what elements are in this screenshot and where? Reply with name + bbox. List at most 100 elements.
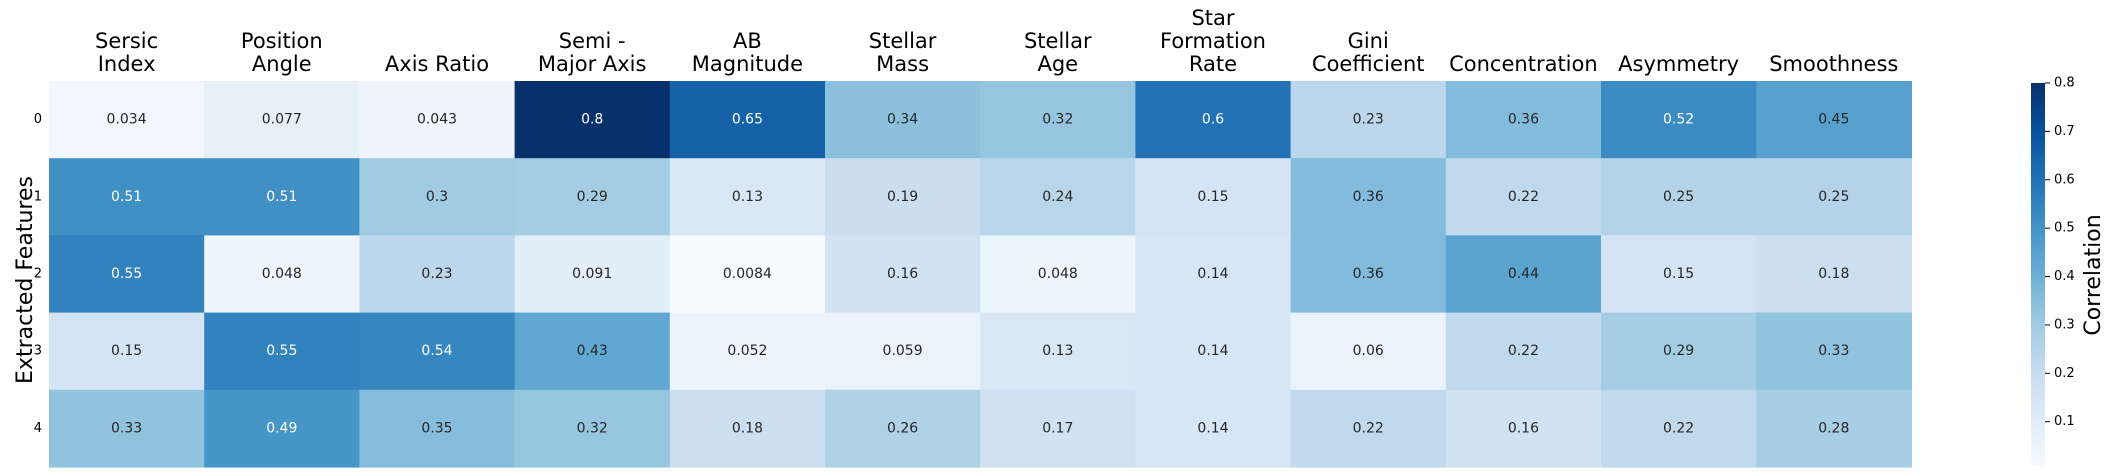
heatmap-cell (1290, 235, 1447, 314)
cell-value-label: 0.14 (1197, 420, 1228, 436)
colorbar-tick-label: 0.2 (2054, 366, 2075, 381)
cell-value-label: 0.32 (577, 420, 608, 436)
cell-value-label: 0.36 (1353, 189, 1384, 205)
colorbar: 0.1 0.2 0.3 0.4 0.5 0.6 0.7 0.8 Correlation (2031, 76, 2106, 466)
colorbar-tick-label: 0.7 (2054, 124, 2075, 139)
cell-value-label: 0.048 (1038, 266, 1078, 282)
column-label: Smoothness (1769, 52, 1898, 76)
cell-value-label: 0.45 (1818, 112, 1849, 128)
heatmap-cell (825, 312, 981, 391)
heatmap-cell (1601, 389, 1757, 468)
cell-value-label: 0.32 (1042, 112, 1073, 128)
heatmap-cell (204, 389, 360, 468)
cell-value-label: 0.8 (581, 112, 603, 128)
colorbar-tick-label: 0.1 (2054, 414, 2075, 429)
cell-value-label: 0.091 (572, 266, 612, 282)
column-label: AB Magnitude (692, 29, 803, 76)
cell-value-label: 0.51 (111, 189, 142, 205)
heatmap-cell (1756, 235, 1912, 314)
heatmap-cell (49, 312, 205, 391)
heatmap-cell (669, 389, 826, 468)
column-label: Axis Ratio (385, 52, 489, 76)
cell-value-label: 0.077 (262, 112, 302, 128)
heatmap-cell (359, 81, 516, 159)
cell-value-label: 0.052 (727, 343, 767, 359)
row-labels: 0 1 2 3 4 (34, 112, 42, 436)
heatmap-cell (1135, 235, 1292, 314)
cell-value-label: 0.22 (1663, 420, 1694, 436)
cell-value-label: 0.33 (1818, 343, 1849, 359)
column-label: Stellar Age (1024, 29, 1092, 76)
heatmap-cell (980, 235, 1136, 314)
heatmap-cell (1756, 158, 1912, 236)
row-label: 3 (34, 344, 42, 359)
column-labels: Sersic Index Position Angle Axis Ratio Semi -… (95, 6, 1898, 76)
colorbar-tick-label: 0.4 (2054, 269, 2075, 284)
heatmap-cell (1290, 389, 1447, 468)
heatmap-cell (669, 81, 826, 159)
cell-value-label: 0.23 (421, 266, 452, 282)
heatmap-cell (204, 312, 360, 391)
heatmap-cell (204, 81, 360, 159)
column-label: Semi -Major Axis (538, 29, 647, 76)
heatmap-cell (669, 235, 826, 314)
cell-value-label: 0.19 (887, 189, 918, 205)
cell-value-label: 0.52 (1663, 112, 1694, 128)
heatmap-grid (49, 81, 1912, 468)
row-label: 2 (34, 267, 42, 282)
cell-value-label: 0.34 (887, 112, 918, 128)
cell-value-label: 0.54 (421, 343, 452, 359)
heatmap-cell (980, 81, 1136, 159)
heatmap-cell (204, 235, 360, 314)
heatmap-cell (514, 389, 671, 468)
heatmap-cell (1756, 312, 1912, 391)
heatmap-cell (1756, 389, 1912, 468)
heatmap-cell (1445, 235, 1602, 314)
cell-value-label: 0.14 (1197, 343, 1228, 359)
cell-value-label: 0.26 (887, 420, 918, 436)
heatmap-cell (204, 158, 360, 236)
heatmap-cell (1290, 312, 1447, 391)
cell-value-label: 0.13 (1042, 343, 1073, 359)
heatmap-cell (359, 158, 516, 236)
cell-value-label: 0.14 (1197, 266, 1228, 282)
colorbar-tick-label: 0.8 (2054, 76, 2075, 91)
heatmap-cell (1135, 81, 1292, 159)
cell-value-label: 0.22 (1508, 189, 1539, 205)
cell-value-label: 0.06 (1353, 343, 1384, 359)
heatmap-cell (49, 389, 205, 468)
heatmap-cell (825, 158, 981, 236)
cell-value-label: 0.36 (1353, 266, 1384, 282)
cell-value-label: 0.28 (1818, 420, 1849, 436)
cell-value-label: 0.22 (1353, 420, 1384, 436)
cell-value-label: 0.65 (732, 112, 763, 128)
heatmap-cell (1601, 158, 1757, 236)
heatmap-cell (1445, 389, 1602, 468)
heatmap-cell (980, 389, 1136, 468)
column-label: Star Formation Rate (1160, 6, 1266, 76)
cell-value-labels: 0.034 0.077 0.043 0.8 0.65 0.34 0.32 0.6 0.23 0.3… (107, 112, 1850, 437)
colorbar-tick-label: 0.5 (2054, 221, 2075, 236)
heatmap-cell (359, 312, 516, 391)
cell-value-label: 0.034 (107, 112, 147, 128)
cell-value-label: 0.44 (1508, 266, 1539, 282)
heatmap-cell (514, 158, 671, 236)
cell-value-label: 0.49 (266, 420, 297, 436)
heatmap-cell (825, 235, 981, 314)
cell-value-label: 0.24 (1042, 189, 1073, 205)
heatmap-cell (49, 158, 205, 236)
colorbar-title: Correlation (2081, 214, 2106, 335)
heatmap-cell (514, 312, 671, 391)
heatmap-cell (1290, 158, 1447, 236)
cell-value-label: 0.18 (1818, 266, 1849, 282)
cell-value-label: 0.15 (1663, 266, 1694, 282)
y-axis-title: Extracted Features (13, 176, 38, 384)
cell-value-label: 0.55 (111, 266, 142, 282)
cell-value-label: 0.29 (577, 189, 608, 205)
colorbar-tick-label: 0.3 (2054, 317, 2075, 332)
row-label: 0 (34, 112, 42, 127)
cell-value-label: 0.17 (1042, 420, 1073, 436)
heatmap-cell (1135, 312, 1292, 391)
heatmap-cell (1756, 81, 1912, 159)
cell-value-label: 0.13 (732, 189, 763, 205)
